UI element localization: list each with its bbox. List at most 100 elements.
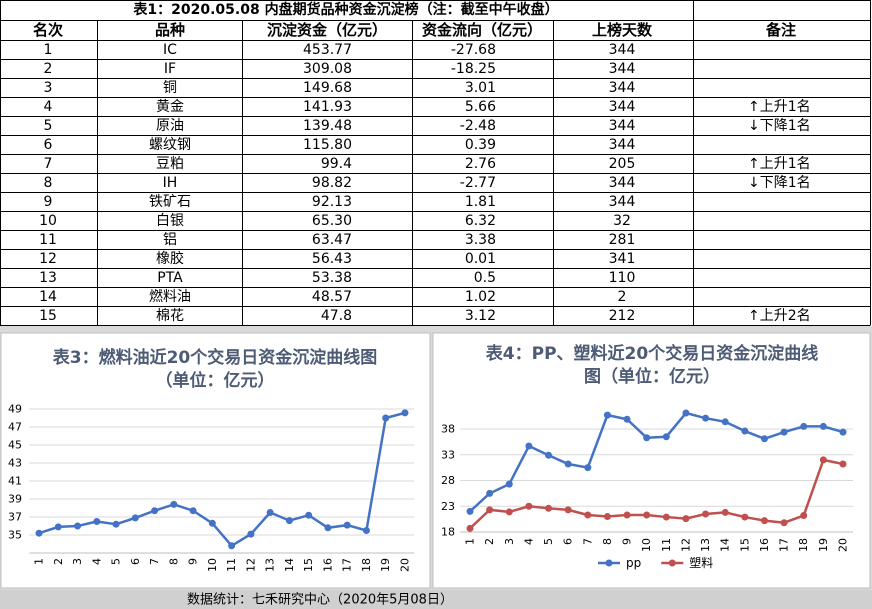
table-cell: 205: [609, 156, 636, 172]
point-marker: [603, 513, 611, 521]
x-tick-label: 14: [719, 538, 732, 552]
table-cell: 344: [609, 118, 636, 134]
x-tick-label: 10: [640, 538, 653, 552]
column-header: 名次: [33, 21, 63, 39]
table-cell: 6.32: [465, 213, 496, 229]
table-cell: 281: [609, 232, 636, 248]
point-marker: [343, 521, 351, 529]
table-cell: 149.68: [303, 80, 352, 96]
table-cell: 5.66: [465, 99, 496, 115]
point-marker: [545, 451, 553, 459]
point-marker: [305, 511, 313, 519]
y-tick-label: 18: [441, 526, 455, 539]
point-marker: [324, 524, 332, 532]
table-cell: 3.12: [465, 308, 496, 324]
point-marker: [131, 514, 139, 522]
table-cell: 0.39: [465, 137, 496, 153]
x-tick-label: 7: [581, 538, 594, 545]
x-tick-label: 20: [836, 538, 849, 552]
footer: 数据统计：七禾研究中心（2020年5月08日）: [187, 593, 453, 608]
x-tick-label: 19: [379, 558, 392, 572]
table-cell: 344: [609, 175, 636, 191]
point-marker: [525, 502, 533, 510]
point-marker: [93, 518, 101, 525]
table-cell: 8: [44, 175, 53, 191]
point-marker: [382, 414, 390, 422]
column-header: 品种: [155, 21, 185, 39]
point-marker: [170, 500, 178, 508]
point-marker: [525, 442, 533, 450]
table-cell: 14: [39, 289, 57, 305]
point-marker: [401, 409, 409, 417]
chart-title: 表4：PP、塑料近20个交易日资金沉淀曲线图（单位：亿元）: [485, 344, 819, 387]
point-marker: [741, 513, 749, 521]
chart-title: 表3：燃料油近20个交易日资金沉淀曲线图（单位：亿元）: [52, 348, 378, 391]
table-cell: 13: [39, 270, 57, 286]
x-tick-label: 6: [129, 558, 142, 565]
point-marker: [208, 519, 216, 527]
column-header: 备注: [765, 21, 796, 39]
chart-panel: [0, 332, 431, 589]
x-tick-label: 4: [522, 538, 535, 545]
point-marker: [247, 530, 255, 538]
x-tick-label: 11: [660, 538, 673, 552]
x-tick-label: 7: [148, 558, 161, 565]
table-cell: 344: [609, 194, 636, 210]
column-header: 沉淀资金（亿元）: [267, 21, 387, 39]
legend-marker: [668, 559, 676, 567]
point-marker: [584, 464, 592, 472]
x-tick-label: 11: [225, 558, 238, 572]
x-tick-label: 17: [341, 558, 354, 572]
point-marker: [285, 517, 293, 525]
point-marker: [486, 489, 494, 497]
point-marker: [839, 460, 847, 468]
table-cell: 1.02: [465, 289, 496, 305]
point-marker: [603, 411, 611, 419]
point-marker: [662, 513, 670, 521]
legend-marker: [605, 559, 613, 567]
table-cell: 99.4: [321, 156, 352, 172]
table-cell: 4: [44, 99, 53, 115]
table-cell: 12: [39, 251, 57, 267]
point-marker: [505, 480, 513, 488]
x-tick-label: 12: [679, 538, 692, 552]
point-marker: [643, 511, 651, 519]
table-cell: 344: [609, 99, 636, 115]
point-marker: [839, 428, 847, 436]
table-cell: 1.81: [465, 194, 496, 210]
x-tick-label: 19: [817, 538, 830, 552]
x-tick-label: 18: [797, 538, 810, 552]
table-cell: IF: [164, 61, 176, 77]
point-marker: [266, 509, 274, 516]
table-cell: 2: [618, 289, 627, 305]
table-cell: 98.82: [312, 175, 352, 191]
table-cell: 2.76: [465, 156, 496, 172]
y-tick-label: 49: [8, 403, 22, 416]
x-tick-label: 5: [542, 538, 555, 545]
point-marker: [682, 409, 690, 417]
point-marker: [702, 414, 710, 422]
x-tick-label: 3: [503, 538, 516, 545]
table-cell: 11: [39, 232, 57, 248]
table-cell: 3.01: [465, 80, 496, 96]
point-marker: [228, 542, 236, 550]
point-marker: [35, 529, 43, 537]
point-marker: [466, 524, 474, 532]
point-marker: [800, 422, 808, 430]
x-tick-label: 15: [302, 558, 315, 572]
x-tick-label: 8: [167, 558, 180, 565]
table-cell: 32: [613, 213, 631, 229]
table-cell: 螺纹钢: [149, 137, 191, 153]
table-title: 表1：2020.05.08 内盘期货品种资金沉淀榜（注：截至中午收盘）: [132, 1, 558, 18]
point-marker: [643, 434, 651, 442]
table-cell: 橡胶: [156, 250, 184, 267]
point-marker: [819, 422, 827, 430]
table-cell: -18.25: [451, 61, 496, 77]
table-cell: -2.48: [460, 118, 496, 134]
table-cell: 309.08: [303, 61, 352, 77]
point-marker: [584, 511, 592, 519]
table-cell: PTA: [157, 270, 183, 286]
table-cell: 5: [44, 118, 53, 134]
table-cell: -27.68: [451, 42, 496, 58]
